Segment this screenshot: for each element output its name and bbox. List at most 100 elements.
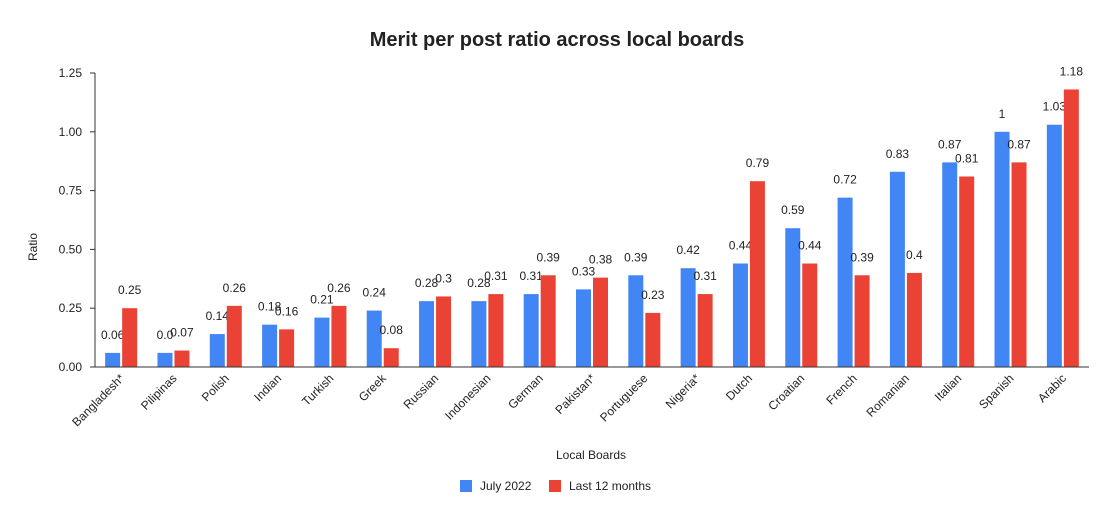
- bar-last-12-months: [279, 329, 295, 367]
- x-tick-label: Italian: [932, 371, 965, 404]
- bar-last-12-months: [697, 294, 713, 367]
- x-tick-label: Pilipinas: [138, 371, 180, 413]
- x-tick-label: Dutch: [723, 371, 755, 403]
- x-tick-label: Romanian: [863, 371, 912, 420]
- data-label: 0.87: [938, 137, 962, 151]
- data-label: 0.83: [886, 147, 910, 161]
- bar-july-2022: [314, 317, 330, 367]
- data-label: 0.33: [572, 264, 596, 278]
- y-axis-label: Ratio: [26, 233, 40, 261]
- bar-july-2022: [680, 268, 696, 367]
- bar-july-2022: [732, 263, 748, 367]
- bar-last-12-months: [226, 305, 242, 367]
- data-label: 0.08: [380, 323, 404, 337]
- bar-last-12-months: [593, 277, 608, 367]
- y-tick-label: 1.00: [59, 125, 83, 139]
- bar-last-12-months: [959, 176, 975, 367]
- data-label: 0.18: [258, 300, 282, 314]
- x-tick-label: Arabic: [1035, 371, 1069, 405]
- data-label: 0.0: [157, 328, 174, 342]
- data-label: 0.25: [118, 283, 142, 297]
- data-label: 0.07: [170, 326, 194, 340]
- data-label: 0.38: [589, 253, 613, 267]
- bar-last-12-months: [645, 312, 661, 367]
- data-label: 0.39: [850, 250, 874, 264]
- bar-last-12-months: [802, 263, 818, 367]
- legend-label: July 2022: [480, 479, 532, 493]
- data-label: 1.18: [1060, 64, 1084, 78]
- bar-last-12-months: [488, 294, 504, 367]
- legend-swatch: [549, 480, 561, 492]
- x-tick-label: Indian: [251, 371, 284, 404]
- data-label: 0.23: [641, 288, 665, 302]
- x-tick-label: Portuguese: [597, 371, 651, 425]
- bar-july-2022: [366, 310, 382, 367]
- x-tick-label: Greek: [356, 371, 390, 405]
- data-label: 0.3: [435, 271, 452, 285]
- bar-last-12-months: [331, 305, 347, 367]
- data-label: 1: [999, 107, 1006, 121]
- data-label: 0.31: [484, 269, 508, 283]
- data-label: 0.16: [275, 304, 299, 318]
- legend-label: Last 12 months: [569, 479, 651, 493]
- data-label: 0.31: [693, 269, 717, 283]
- data-label: 0.87: [1007, 137, 1031, 151]
- y-tick-label: 1.25: [59, 66, 83, 80]
- x-tick-label: Indonesian: [442, 371, 493, 422]
- x-tick-label: Nigeria*: [663, 371, 703, 411]
- legend-swatch: [460, 480, 472, 492]
- bar-july-2022: [837, 197, 853, 367]
- bar-last-12-months: [1063, 89, 1079, 368]
- bar-july-2022: [785, 228, 801, 367]
- data-label: 0.44: [729, 239, 753, 253]
- data-label: 1.03: [1043, 100, 1067, 114]
- data-label: 0.31: [520, 269, 544, 283]
- y-tick-label: 0.25: [59, 301, 83, 315]
- x-tick-label: Russian: [401, 371, 442, 412]
- x-tick-label: Bangladesh*: [69, 371, 127, 429]
- bar-last-12-months: [383, 348, 399, 367]
- bar-last-12-months: [122, 308, 138, 367]
- data-label: 0.59: [781, 203, 805, 217]
- x-tick-label: Turkish: [299, 371, 336, 408]
- data-label: 0.79: [746, 156, 770, 170]
- bar-last-12-months: [174, 350, 190, 367]
- bar-last-12-months: [749, 181, 765, 367]
- bar-last-12-months: [906, 272, 922, 367]
- bar-july-2022: [209, 334, 225, 367]
- data-label: 0.39: [624, 250, 648, 264]
- chart-title: Merit per post ratio across local boards: [370, 29, 745, 51]
- y-tick-label: 0.75: [59, 184, 83, 198]
- bar-july-2022: [628, 275, 644, 367]
- data-label: 0.06: [101, 328, 125, 342]
- legend: July 2022 Last 12 months: [460, 479, 651, 493]
- bar-last-12-months: [436, 296, 452, 367]
- x-tick-label: German: [505, 371, 546, 412]
- x-tick-label: Polish: [199, 371, 232, 404]
- data-label: 0.21: [310, 293, 334, 307]
- data-label: 0.26: [327, 281, 351, 295]
- x-tick-label: Pakistan*: [552, 371, 598, 417]
- bar-july-2022: [1046, 124, 1062, 367]
- bar-july-2022: [994, 131, 1010, 367]
- data-label: 0.81: [955, 151, 979, 165]
- data-label: 0.28: [467, 276, 491, 290]
- bar-last-12-months: [540, 275, 556, 367]
- bar-july-2022: [942, 162, 958, 367]
- bar-july-2022: [523, 294, 539, 367]
- data-label: 0.39: [537, 250, 561, 264]
- bar-july-2022: [576, 289, 591, 367]
- x-tick-label: French: [823, 371, 859, 407]
- data-label: 0.26: [223, 281, 247, 295]
- data-label: 0.28: [415, 276, 439, 290]
- data-label: 0.4: [906, 248, 923, 262]
- data-label: 0.44: [798, 239, 822, 253]
- data-label: 0.72: [833, 173, 857, 187]
- x-axis: Bangladesh* Pilipinas Polish Indian Turkish G…: [69, 371, 1069, 430]
- bar-last-12-months: [1011, 162, 1027, 367]
- x-tick-label: Spanish: [976, 371, 1017, 412]
- y-axis: 0.00 0.25 0.50 0.75 1.00 1.25: [59, 66, 96, 374]
- x-tick-label: Croatian: [765, 371, 807, 413]
- bar-july-2022: [157, 352, 173, 367]
